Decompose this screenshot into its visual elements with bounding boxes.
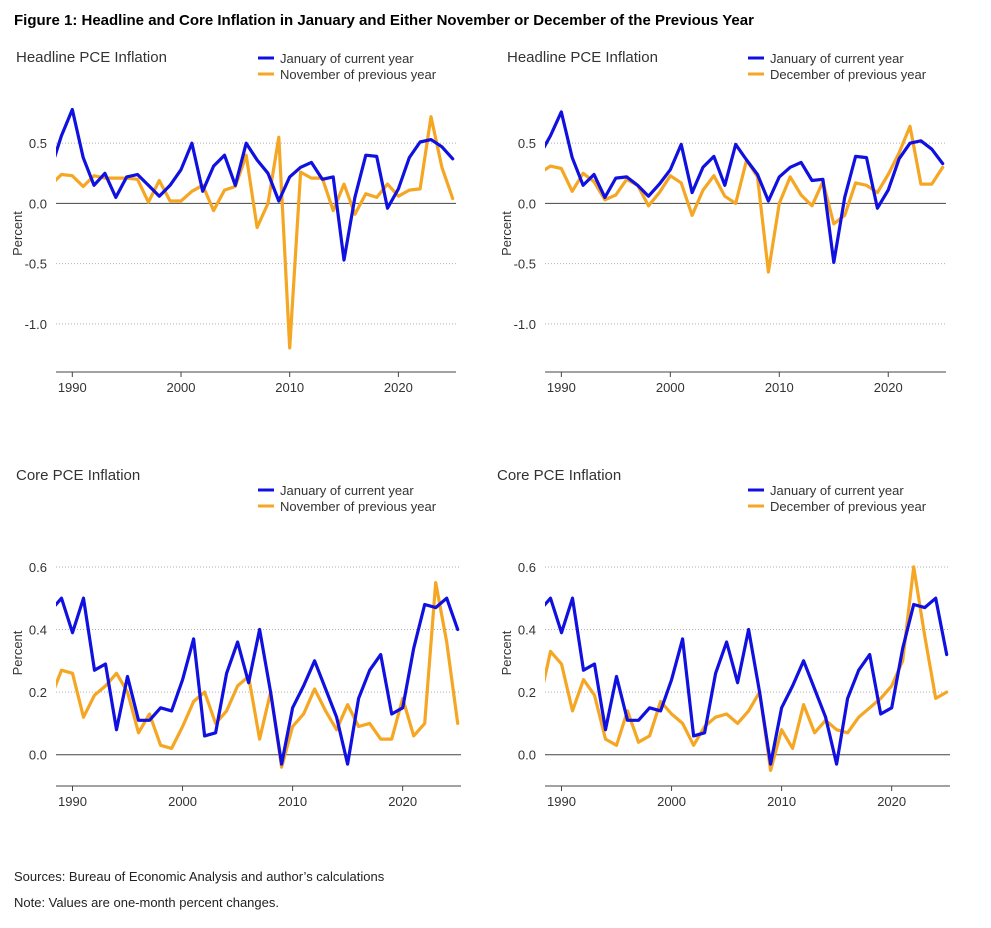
- x-tick-label: 2020: [877, 794, 906, 809]
- legend-label: January of current year: [770, 483, 904, 498]
- x-tick-label: 2000: [167, 380, 196, 395]
- series-line-previous: [545, 565, 949, 773]
- y-tick-label: 0.0: [29, 196, 47, 211]
- x-tick-label: 2000: [168, 794, 197, 809]
- y-tick-label: 0.5: [29, 136, 47, 151]
- y-tick-label: 0.0: [518, 748, 536, 763]
- x-tick-label: 2020: [874, 380, 903, 395]
- chart-title: Headline PCE Inflation: [507, 49, 658, 66]
- figure-title: Figure 1: Headline and Core Inflation in…: [14, 12, 754, 29]
- y-tick-label: 0.4: [518, 623, 536, 638]
- chart-title: Headline PCE Inflation: [16, 49, 167, 66]
- legend-label: November of previous year: [280, 67, 437, 82]
- y-tick-label: 0.0: [29, 748, 47, 763]
- legend-label: January of current year: [280, 51, 414, 66]
- series-line-january: [545, 596, 949, 766]
- y-tick-label: 0.5: [518, 136, 536, 151]
- legend-label: January of current year: [280, 483, 414, 498]
- chart-title: Core PCE Inflation: [16, 467, 140, 484]
- y-axis-label: Percent: [10, 630, 25, 675]
- x-tick-label: 2010: [765, 380, 794, 395]
- series-line-january: [56, 107, 455, 262]
- chart-panel-1: Headline PCE Inflation Percent 0.5 0.0 -0.5 -…: [10, 49, 456, 395]
- series-line-previous: [56, 580, 460, 769]
- x-tick-label: 1990: [58, 380, 87, 395]
- x-tick-label: 2020: [388, 794, 417, 809]
- y-axis-label: Percent: [499, 630, 514, 675]
- y-tick-label: -0.5: [514, 257, 536, 272]
- x-tick-label: 2000: [657, 794, 686, 809]
- legend-label: December of previous year: [770, 67, 927, 82]
- y-tick-label: -1.0: [514, 317, 536, 332]
- x-tick-label: 1990: [547, 794, 576, 809]
- chart-panel-4: Core PCE Inflation Percent 0.6 0.4 0.2 0.0 199…: [497, 467, 950, 809]
- series-line-previous: [545, 124, 945, 274]
- y-tick-label: 0.6: [518, 560, 536, 575]
- y-tick-label: 0.4: [29, 623, 47, 638]
- legend-label: November of previous year: [280, 499, 437, 514]
- x-tick-label: 1990: [58, 794, 87, 809]
- legend-label: January of current year: [770, 51, 904, 66]
- y-tick-label: 0.2: [29, 685, 47, 700]
- x-tick-label: 2010: [278, 794, 307, 809]
- x-tick-label: 1990: [547, 380, 576, 395]
- sources-note: Sources: Bureau of Economic Analysis and…: [14, 869, 385, 884]
- y-tick-label: 0.0: [518, 196, 536, 211]
- legend-label: December of previous year: [770, 499, 927, 514]
- x-tick-label: 2020: [384, 380, 413, 395]
- y-tick-label: 0.2: [518, 685, 536, 700]
- chart-title: Core PCE Inflation: [497, 467, 621, 484]
- series-line-january: [545, 110, 945, 264]
- chart-panel-3: Core PCE Inflation Percent 0.6 0.4 0.2 0.0 199…: [10, 467, 461, 809]
- x-tick-label: 2010: [767, 794, 796, 809]
- y-axis-label: Percent: [10, 211, 25, 256]
- x-tick-label: 2010: [275, 380, 304, 395]
- y-tick-label: -0.5: [25, 257, 47, 272]
- y-tick-label: 0.6: [29, 560, 47, 575]
- series-line-january: [56, 596, 460, 766]
- footnote: Note: Values are one-month percent chang…: [14, 895, 279, 910]
- y-axis-label: Percent: [499, 211, 514, 256]
- x-tick-label: 2000: [656, 380, 685, 395]
- series-line-previous: [56, 115, 455, 350]
- chart-panel-2: Headline PCE Inflation Percent 0.5 0.0 -0.5 -…: [499, 49, 946, 395]
- y-tick-label: -1.0: [25, 317, 47, 332]
